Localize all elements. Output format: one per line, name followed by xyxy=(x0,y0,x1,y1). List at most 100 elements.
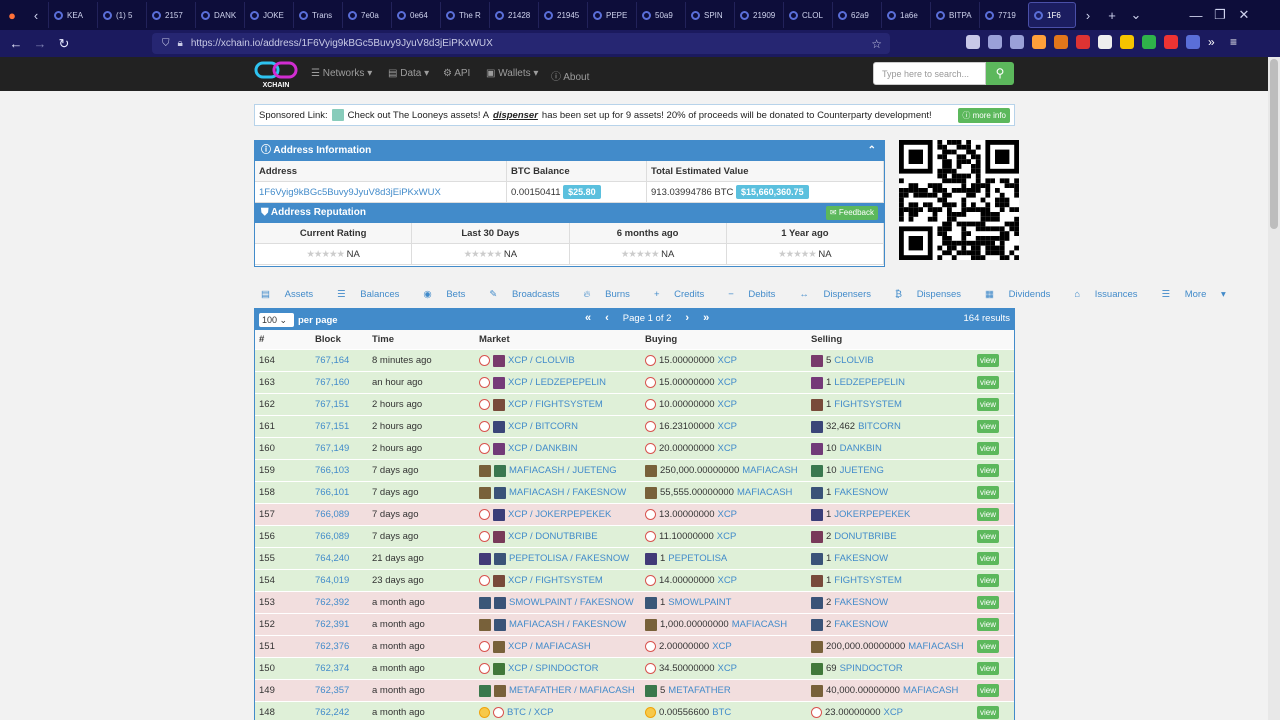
block-link[interactable]: 766,103 xyxy=(315,465,350,476)
buy-asset-link[interactable]: XCP xyxy=(717,575,738,586)
market-link[interactable]: XCP / DONUTBRIBE xyxy=(508,531,598,542)
sell-asset-link[interactable]: LEDZEPEPELIN xyxy=(834,377,906,388)
extension-icon[interactable] xyxy=(1186,35,1200,49)
minimize-icon[interactable]: — xyxy=(1189,7,1203,23)
buy-asset-link[interactable]: PEPETOLISA xyxy=(668,553,728,564)
block-link[interactable]: 767,149 xyxy=(315,443,350,454)
buy-asset-link[interactable]: SMOWLPAINT xyxy=(668,597,732,608)
market-link[interactable]: XCP / FIGHTSYSTEM xyxy=(508,575,603,586)
extension-icon[interactable] xyxy=(1076,35,1090,49)
buy-asset-link[interactable]: XCP xyxy=(717,509,738,520)
first-page-icon[interactable]: « xyxy=(585,312,592,324)
tab-scroll-right-icon[interactable]: › xyxy=(1085,7,1091,23)
tab-dividends[interactable]: ▦ Dividends xyxy=(985,289,1051,300)
tab-issuances[interactable]: ⌂ Issuances xyxy=(1074,289,1138,300)
browser-tab[interactable]: (1) 5 xyxy=(97,2,146,28)
block-link[interactable]: 762,376 xyxy=(315,641,350,652)
sell-asset-link[interactable]: FIGHTSYSTEM xyxy=(834,399,902,410)
nav-networks[interactable]: ☰ Networks ▾ xyxy=(311,68,373,79)
collapse-chevron-icon[interactable]: ⌃ xyxy=(867,145,876,156)
buy-asset-link[interactable]: XCP xyxy=(717,443,738,454)
market-link[interactable]: MAFIACASH / FAKESNOW xyxy=(509,487,627,498)
view-button[interactable]: view xyxy=(977,420,1000,433)
nav-wallets[interactable]: ▣ Wallets ▾ xyxy=(486,68,539,79)
page-scrollbar[interactable] xyxy=(1268,57,1280,720)
market-link[interactable]: METAFATHER / MAFIACASH xyxy=(509,685,635,696)
sell-asset-link[interactable]: JOKERPEPEKEK xyxy=(834,509,911,520)
sell-asset-link[interactable]: CLOLVIB xyxy=(834,355,874,366)
view-button[interactable]: view xyxy=(977,508,1000,521)
next-page-icon[interactable]: › xyxy=(685,312,690,324)
market-link[interactable]: PEPETOLISA / FAKESNOW xyxy=(509,553,630,564)
prev-page-icon[interactable]: ‹ xyxy=(605,312,609,324)
view-button[interactable]: view xyxy=(977,486,1000,499)
view-button[interactable]: view xyxy=(977,596,1000,609)
buy-asset-link[interactable]: MAFIACASH xyxy=(731,619,788,630)
market-link[interactable]: BTC / XCP xyxy=(507,707,554,718)
buy-asset-link[interactable]: XCP xyxy=(716,531,737,542)
view-button[interactable]: view xyxy=(977,354,1000,367)
market-link[interactable]: XCP / LEDZEPEPELIN xyxy=(508,377,607,388)
bookmark-star-icon[interactable]: ☆ xyxy=(871,36,882,51)
address-link[interactable]: 1F6Vyig9kBGc5Buvy9JyuV8d3jEiPKxWUX xyxy=(255,182,507,203)
more-info-button[interactable]: ⓘ more info xyxy=(958,108,1010,123)
view-button[interactable]: view xyxy=(977,442,1000,455)
extension-icon[interactable] xyxy=(1164,35,1178,49)
tab-dispensers[interactable]: ↔ Dispensers xyxy=(799,289,872,300)
extension-icon[interactable] xyxy=(1098,35,1112,49)
tab-balances[interactable]: ☰ Balances xyxy=(337,289,400,300)
restore-icon[interactable]: ❐ xyxy=(1214,7,1226,22)
buy-asset-link[interactable]: METAFATHER xyxy=(668,685,731,696)
view-button[interactable]: view xyxy=(977,398,1000,411)
nav-data[interactable]: ▤ Data ▾ xyxy=(388,68,430,79)
buy-asset-link[interactable]: MAFIACASH xyxy=(742,465,798,476)
tab-credits[interactable]: + Credits xyxy=(653,289,705,300)
back-icon[interactable]: ← xyxy=(9,36,23,51)
scrollbar-thumb[interactable] xyxy=(1270,59,1278,229)
block-link[interactable]: 762,357 xyxy=(315,685,350,696)
tab-scroll-left-icon[interactable]: ‹ xyxy=(33,7,39,23)
last-page-icon[interactable]: » xyxy=(703,312,710,324)
sell-asset-link[interactable]: DONUTBRIBE xyxy=(834,531,897,542)
metamask-icon[interactable] xyxy=(1054,35,1068,49)
search-input[interactable]: Type here to search... xyxy=(873,62,986,85)
browser-tab[interactable]: SPIN xyxy=(685,2,734,28)
block-link[interactable]: 764,240 xyxy=(315,553,350,564)
address-bar[interactable]: ⛉ 🔒︎ https://xchain.io/address/1F6Vyig9k… xyxy=(152,33,890,54)
browser-tab[interactable]: KEA xyxy=(48,2,97,28)
browser-tab[interactable]: 1F6 xyxy=(1028,2,1076,28)
tab-list-icon[interactable]: ⌄ xyxy=(1130,7,1142,22)
view-button[interactable]: view xyxy=(977,640,1000,653)
view-button[interactable]: view xyxy=(977,552,1000,565)
new-tab-icon[interactable]: + xyxy=(1108,7,1116,23)
buy-asset-link[interactable]: XCP xyxy=(717,355,738,366)
buy-asset-link[interactable]: MAFIACASH xyxy=(736,487,793,498)
browser-tab[interactable]: Trans xyxy=(293,2,342,28)
forward-icon[interactable]: → xyxy=(33,36,47,51)
browser-tab[interactable]: 2157 xyxy=(146,2,195,28)
tab-bets[interactable]: ◉ Bets xyxy=(423,289,466,300)
market-link[interactable]: XCP / SPINDOCTOR xyxy=(508,663,599,674)
sell-asset-link[interactable]: MAFIACASH xyxy=(902,685,959,696)
reload-icon[interactable]: ↻ xyxy=(58,35,70,51)
feedback-button[interactable]: ✉ Feedback xyxy=(825,206,878,220)
browser-tab[interactable]: 7719 xyxy=(979,2,1028,28)
sell-asset-link[interactable]: FAKESNOW xyxy=(834,619,889,630)
block-link[interactable]: 766,089 xyxy=(315,531,350,542)
extension-icon[interactable] xyxy=(1032,35,1046,49)
market-link[interactable]: XCP / DANKBIN xyxy=(508,443,578,454)
browser-tab[interactable]: 50a9 xyxy=(636,2,685,28)
extension-icon[interactable] xyxy=(966,35,980,49)
view-button[interactable]: view xyxy=(977,464,1000,477)
sell-asset-link[interactable]: SPINDOCTOR xyxy=(839,663,903,674)
block-link[interactable]: 767,151 xyxy=(315,421,350,432)
view-button[interactable]: view xyxy=(977,618,1000,631)
block-link[interactable]: 764,019 xyxy=(315,575,350,586)
view-button[interactable]: view xyxy=(977,574,1000,587)
market-link[interactable]: XCP / JOKERPEPEKEK xyxy=(508,509,612,520)
download-icon[interactable] xyxy=(1010,35,1024,49)
buy-asset-link[interactable]: XCP xyxy=(712,641,732,652)
buy-asset-link[interactable]: XCP xyxy=(717,377,738,388)
sell-asset-link[interactable]: FAKESNOW xyxy=(834,487,889,498)
overflow-menu-icon[interactable]: » xyxy=(1208,35,1215,49)
